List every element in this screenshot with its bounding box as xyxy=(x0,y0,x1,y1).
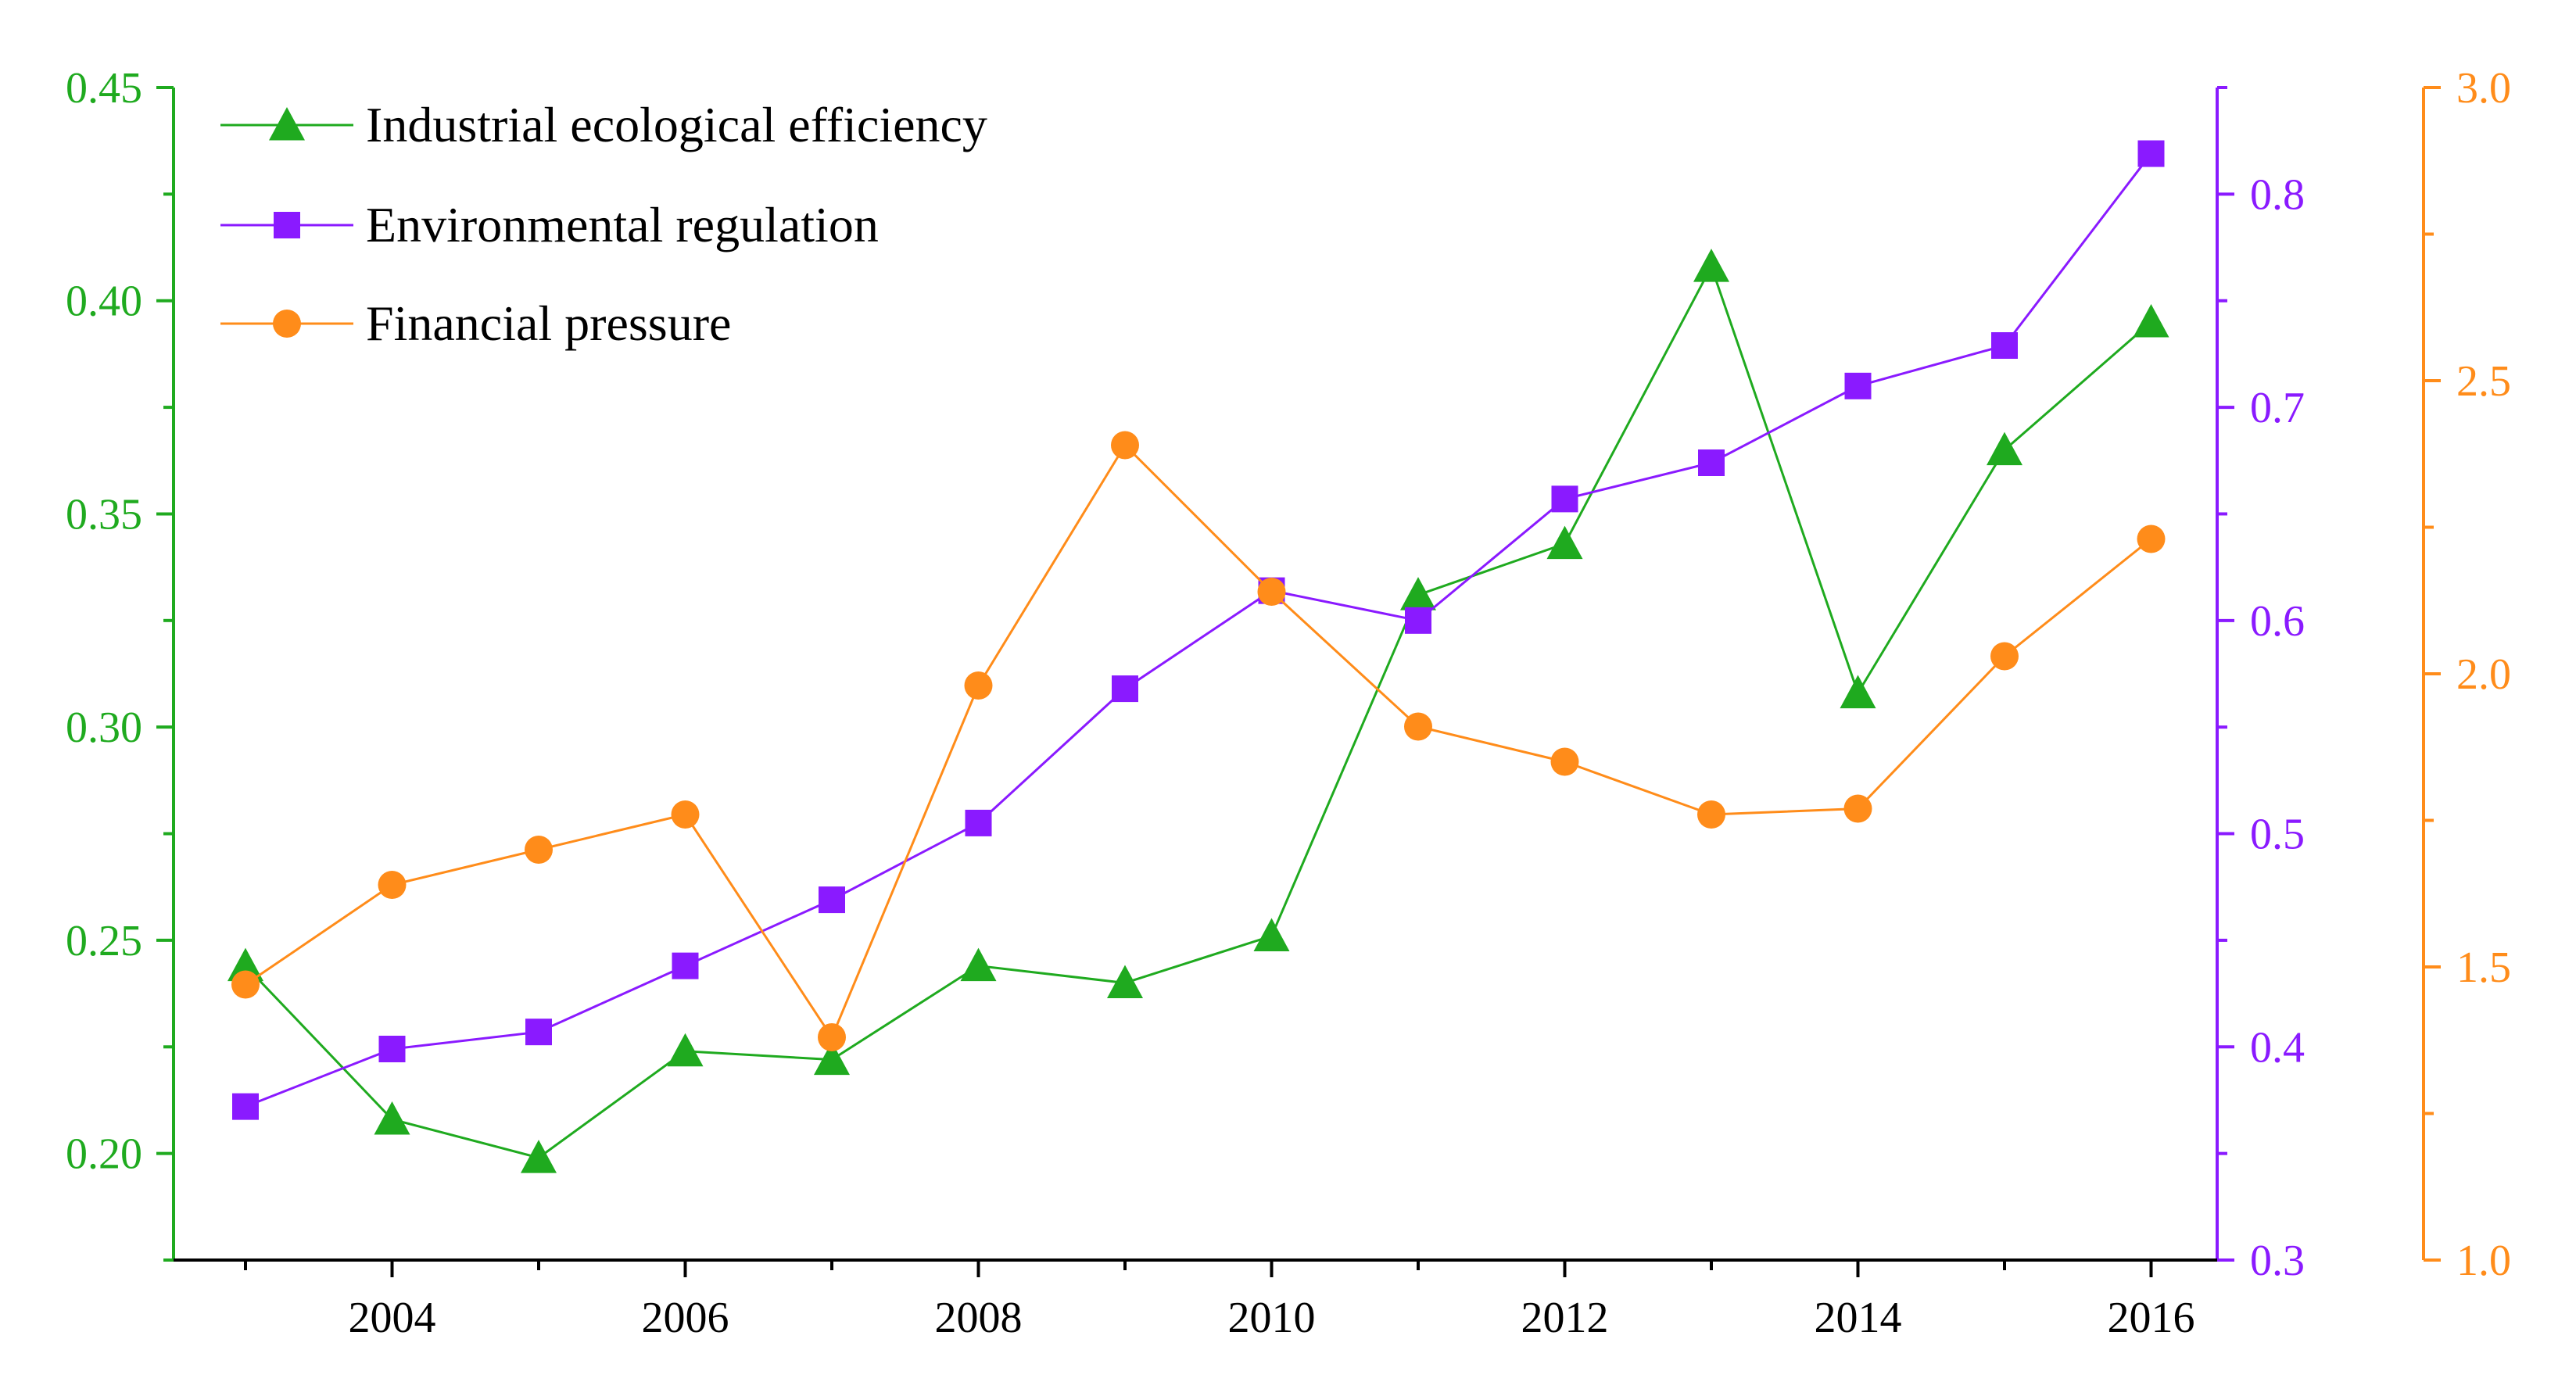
x-axis: 2004 2006 2008 2010 2012 2014 2016 xyxy=(174,1258,2217,1342)
x-axis-tick-label: 2016 xyxy=(2108,1294,2195,1342)
legend-swatch-marker xyxy=(274,212,300,238)
left-axis-tick-label: 0.40 xyxy=(66,277,142,326)
data-point xyxy=(1551,485,1578,513)
left-axis: 0.20 0.25 0.30 0.35 0.40 0.45 xyxy=(66,64,175,1262)
data-point xyxy=(1693,249,1729,282)
legend-label: Environmental regulation xyxy=(366,197,879,252)
right1-axis-tick-label: 0.3 xyxy=(2250,1237,2305,1285)
legend-item: Industrial ecological efficiency xyxy=(220,97,987,152)
data-point xyxy=(1404,712,1432,741)
data-point xyxy=(232,1093,259,1120)
data-point xyxy=(1697,800,1725,829)
x-axis-tick-label: 2006 xyxy=(642,1294,729,1342)
right2-axis-tick-label: 1.0 xyxy=(2456,1237,2511,1285)
series-line xyxy=(245,152,2152,1108)
data-point xyxy=(1253,918,1290,952)
left-axis-tick-label: 0.20 xyxy=(66,1130,142,1179)
series-environmental-regulation xyxy=(232,140,2165,1120)
data-point xyxy=(1405,607,1431,634)
right1-axis-tick-label: 0.7 xyxy=(2250,384,2305,432)
data-point xyxy=(231,970,260,999)
data-point xyxy=(2137,525,2166,553)
data-point xyxy=(521,1140,557,1173)
data-point xyxy=(1698,449,1725,476)
series-line xyxy=(244,263,2152,1159)
left-axis-tick-label: 0.45 xyxy=(66,64,142,113)
data-point xyxy=(1550,747,1579,776)
data-point xyxy=(814,1041,850,1076)
right1-axis-tick-label: 0.5 xyxy=(2250,811,2305,859)
data-point xyxy=(525,1019,552,1046)
legend: Industrial ecological efficiency Environm… xyxy=(220,97,987,351)
x-axis-tick-label: 2012 xyxy=(1521,1294,1609,1342)
data-point xyxy=(1107,965,1143,999)
right2-axis-tick-label: 1.5 xyxy=(2456,943,2511,992)
legend-label: Industrial ecological efficiency xyxy=(366,97,987,152)
left-axis-tick-label: 0.35 xyxy=(66,490,142,539)
data-point xyxy=(1840,675,1876,709)
data-point xyxy=(1400,577,1436,610)
data-point xyxy=(374,1101,410,1135)
data-point xyxy=(671,800,700,829)
data-point xyxy=(960,947,997,982)
right2-axis-tick-label: 3.0 xyxy=(2456,64,2511,113)
data-point xyxy=(1991,332,2018,359)
right1-axis-tick-label: 0.6 xyxy=(2250,597,2305,646)
data-point xyxy=(1111,431,1139,460)
data-point xyxy=(378,1036,406,1062)
legend-swatch-marker xyxy=(269,107,305,141)
right-axis-financial: 1.0 1.5 2.0 2.5 3.0 xyxy=(2422,64,2511,1285)
x-axis-tick-label: 2004 xyxy=(349,1294,436,1342)
data-point xyxy=(818,1023,846,1051)
right2-axis-tick-label: 2.5 xyxy=(2456,357,2511,406)
left-axis-tick-label: 0.25 xyxy=(66,917,142,965)
data-point xyxy=(667,1033,704,1067)
x-axis-tick-label: 2008 xyxy=(935,1294,1023,1342)
legend-item: Environmental regulation xyxy=(220,197,879,252)
legend-label: Financial pressure xyxy=(366,295,731,351)
series-line xyxy=(245,443,2152,1040)
x-axis-tick-label: 2014 xyxy=(1815,1294,1902,1342)
right2-axis-tick-label: 2.0 xyxy=(2456,650,2511,699)
right1-axis-tick-label: 0.4 xyxy=(2250,1023,2305,1072)
data-point xyxy=(1844,372,1872,399)
legend-item: Financial pressure xyxy=(220,295,731,351)
series-financial-pressure xyxy=(231,431,2166,1051)
data-point xyxy=(228,947,263,982)
data-point xyxy=(965,809,992,836)
data-point xyxy=(1546,525,1583,560)
data-point xyxy=(1843,794,1872,823)
data-point xyxy=(2133,304,2169,338)
data-point xyxy=(672,952,699,979)
data-point xyxy=(1990,642,2019,671)
right-axis-environmental: 0.3 0.4 0.5 0.6 0.7 0.8 xyxy=(2216,86,2305,1285)
series-industrial-ecological-efficiency xyxy=(228,249,2169,1173)
data-point xyxy=(525,836,553,864)
series-layer xyxy=(228,140,2169,1173)
right1-axis-tick-label: 0.8 xyxy=(2250,170,2305,219)
x-axis-tick-label: 2010 xyxy=(1228,1294,1316,1342)
data-point xyxy=(1257,578,1286,606)
data-point xyxy=(2137,140,2165,167)
data-point xyxy=(819,886,845,914)
data-point xyxy=(378,871,407,899)
left-axis-tick-label: 0.30 xyxy=(66,704,142,752)
data-point xyxy=(1112,675,1138,703)
data-point xyxy=(1987,431,2022,466)
data-point xyxy=(964,671,993,700)
legend-swatch-marker xyxy=(273,310,301,338)
